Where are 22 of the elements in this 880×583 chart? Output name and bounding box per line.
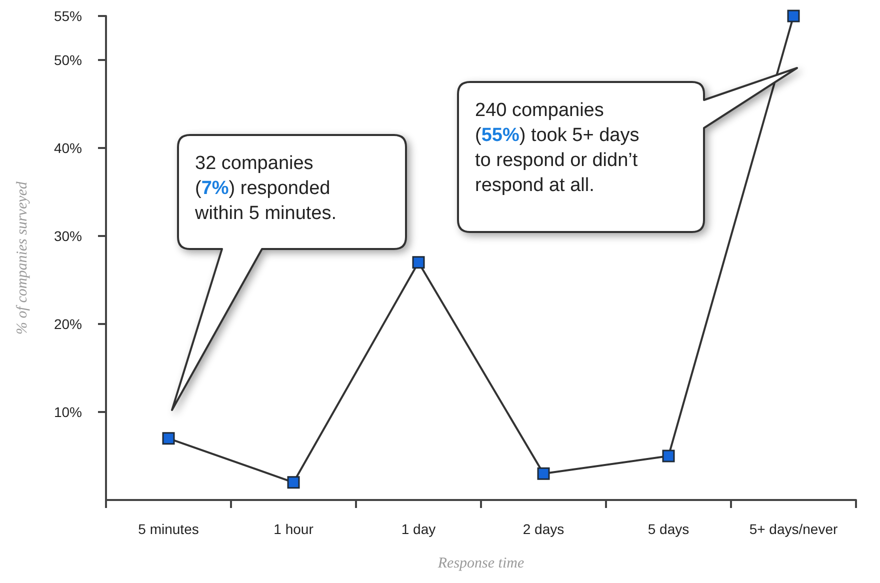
y-tick-label: 50% (54, 52, 82, 68)
x-tick-label: 5+ days/never (749, 521, 838, 537)
y-tick-label: 40% (54, 140, 82, 156)
point (287, 476, 300, 489)
point (537, 467, 550, 480)
x-axis-title: Response time (436, 556, 524, 572)
point (412, 256, 425, 269)
y-tick-label: 10% (54, 404, 82, 420)
annotation: 32 companies (7%) responded within 5 minutes. (195, 152, 338, 226)
y-tick-label: 30% (54, 228, 82, 244)
point (787, 10, 800, 22)
x-tick-label: 2 days (522, 521, 564, 537)
point (162, 432, 175, 445)
y-tick-label: 55% (54, 8, 82, 24)
x-tick-label: 5 minutes (138, 521, 199, 537)
annotation: 240 companies (55%) took 5+ days to respond or didn’t respond at all. (475, 99, 640, 198)
x-tick-label: 1 hour (274, 521, 314, 537)
x-tick-label: 5 days (648, 521, 690, 537)
point (662, 450, 675, 462)
y-tick-label: 20% (54, 316, 82, 332)
y-axis-title: % of companies surveyed (14, 181, 30, 334)
x-tick-label: 1 day (401, 521, 436, 537)
